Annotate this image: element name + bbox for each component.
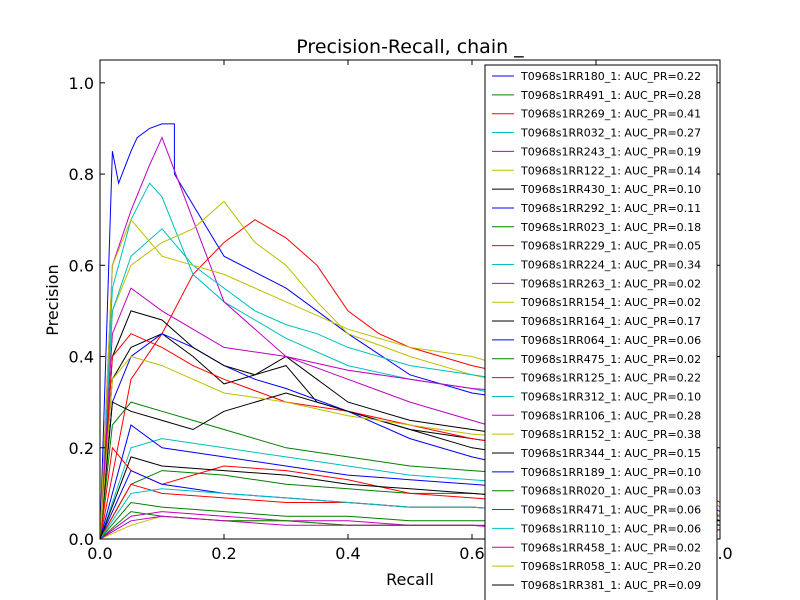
legend-label: T0968s1RR263_1: AUC_PR=0.02 [520,277,701,290]
legend-label: T0968s1RR152_1: AUC_PR=0.38 [520,428,701,441]
legend-label: T0968s1RR458_1: AUC_PR=0.02 [520,541,701,554]
x-tick-label: 0.6 [459,544,484,563]
plot-frame [99,59,721,540]
legend-label: T0968s1RR058_1: AUC_PR=0.20 [520,560,701,573]
x-tick-label: 0.2 [211,544,236,563]
legend-label: T0968s1RR023_1: AUC_PR=0.18 [520,221,701,234]
legend-box [484,64,718,600]
legend-label: T0968s1RR381_1: AUC_PR=0.09 [520,579,701,592]
legend-label: T0968s1RR344_1: AUC_PR=0.15 [520,447,701,460]
series-line-5 [100,136,720,539]
series-line-14 [100,310,720,539]
series-line-19 [100,287,720,539]
legend-label: T0968s1RR020_1: AUC_PR=0.03 [520,485,701,498]
legend-label: T0968s1RR475_1: AUC_PR=0.02 [520,353,701,366]
x-axis-label: Recall [386,570,434,589]
series-line-11 [100,228,720,539]
legend-label: T0968s1RR110_1: AUC_PR=0.06 [520,522,701,535]
series-line-6 [100,200,720,539]
legend-label: T0968s1RR064_1: AUC_PR=0.06 [520,334,701,347]
legend-label: T0968s1RR243_1: AUC_PR=0.19 [520,145,701,158]
legend-label: T0968s1RR122_1: AUC_PR=0.14 [520,164,701,177]
chart-title: Precision-Recall, chain _ [296,36,524,58]
legend-label: T0968s1RR125_1: AUC_PR=0.22 [520,372,701,385]
legend-label: T0968s1RR189_1: AUC_PR=0.10 [520,466,701,479]
series-line-27 [100,355,720,539]
legend-label: T0968s1RR154_1: AUC_PR=0.02 [520,296,701,309]
series-line-7 [100,333,720,539]
series-line-17 [100,333,720,539]
legend-label: T0968s1RR292_1: AUC_PR=0.11 [520,202,701,215]
y-tick-label: 0.6 [69,256,94,275]
legend-label: T0968s1RR164_1: AUC_PR=0.17 [520,315,701,328]
legend-label: T0968s1RR180_1: AUC_PR=0.22 [520,70,701,83]
legend-label: T0968s1RR430_1: AUC_PR=0.10 [520,183,701,196]
legend-label: T0968s1RR312_1: AUC_PR=0.10 [520,390,701,403]
series-line-20 [100,218,720,539]
series-line-3 [100,219,720,539]
series-line-10 [100,446,720,539]
legend-items: T0968s1RR180_1: AUC_PR=0.22 T0968s1RR491_… [492,70,701,592]
y-axis: 0.0 0.2 0.4 0.6 0.8 1.0 [69,74,720,549]
x-tick-label: 0.4 [335,544,360,563]
legend-label: T0968s1RR229_1: AUC_PR=0.05 [520,240,701,253]
y-tick-label: 1.0 [69,74,94,93]
series-line-21 [100,392,720,539]
y-tick-label: 0.0 [69,530,94,549]
legend: T0968s1RR180_1: AUC_PR=0.22 T0968s1RR491_… [484,64,718,600]
legend-label: T0968s1RR491_1: AUC_PR=0.28 [520,89,701,102]
x-tick-label: 0.0 [87,544,112,563]
y-tick-label: 0.4 [69,348,94,367]
legend-label: T0968s1RR269_1: AUC_PR=0.41 [520,108,701,121]
y-axis-label: Precision [43,264,62,335]
series-line-9 [100,401,720,539]
y-tick-label: 0.8 [69,165,94,184]
y-tick-label: 0.2 [69,439,94,458]
legend-label: T0968s1RR224_1: AUC_PR=0.34 [520,259,701,272]
series-layer [100,123,720,539]
legend-label: T0968s1RR106_1: AUC_PR=0.28 [520,409,701,422]
legend-label: T0968s1RR471_1: AUC_PR=0.06 [520,504,701,517]
legend-label: T0968s1RR032_1: AUC_PR=0.27 [520,127,701,140]
